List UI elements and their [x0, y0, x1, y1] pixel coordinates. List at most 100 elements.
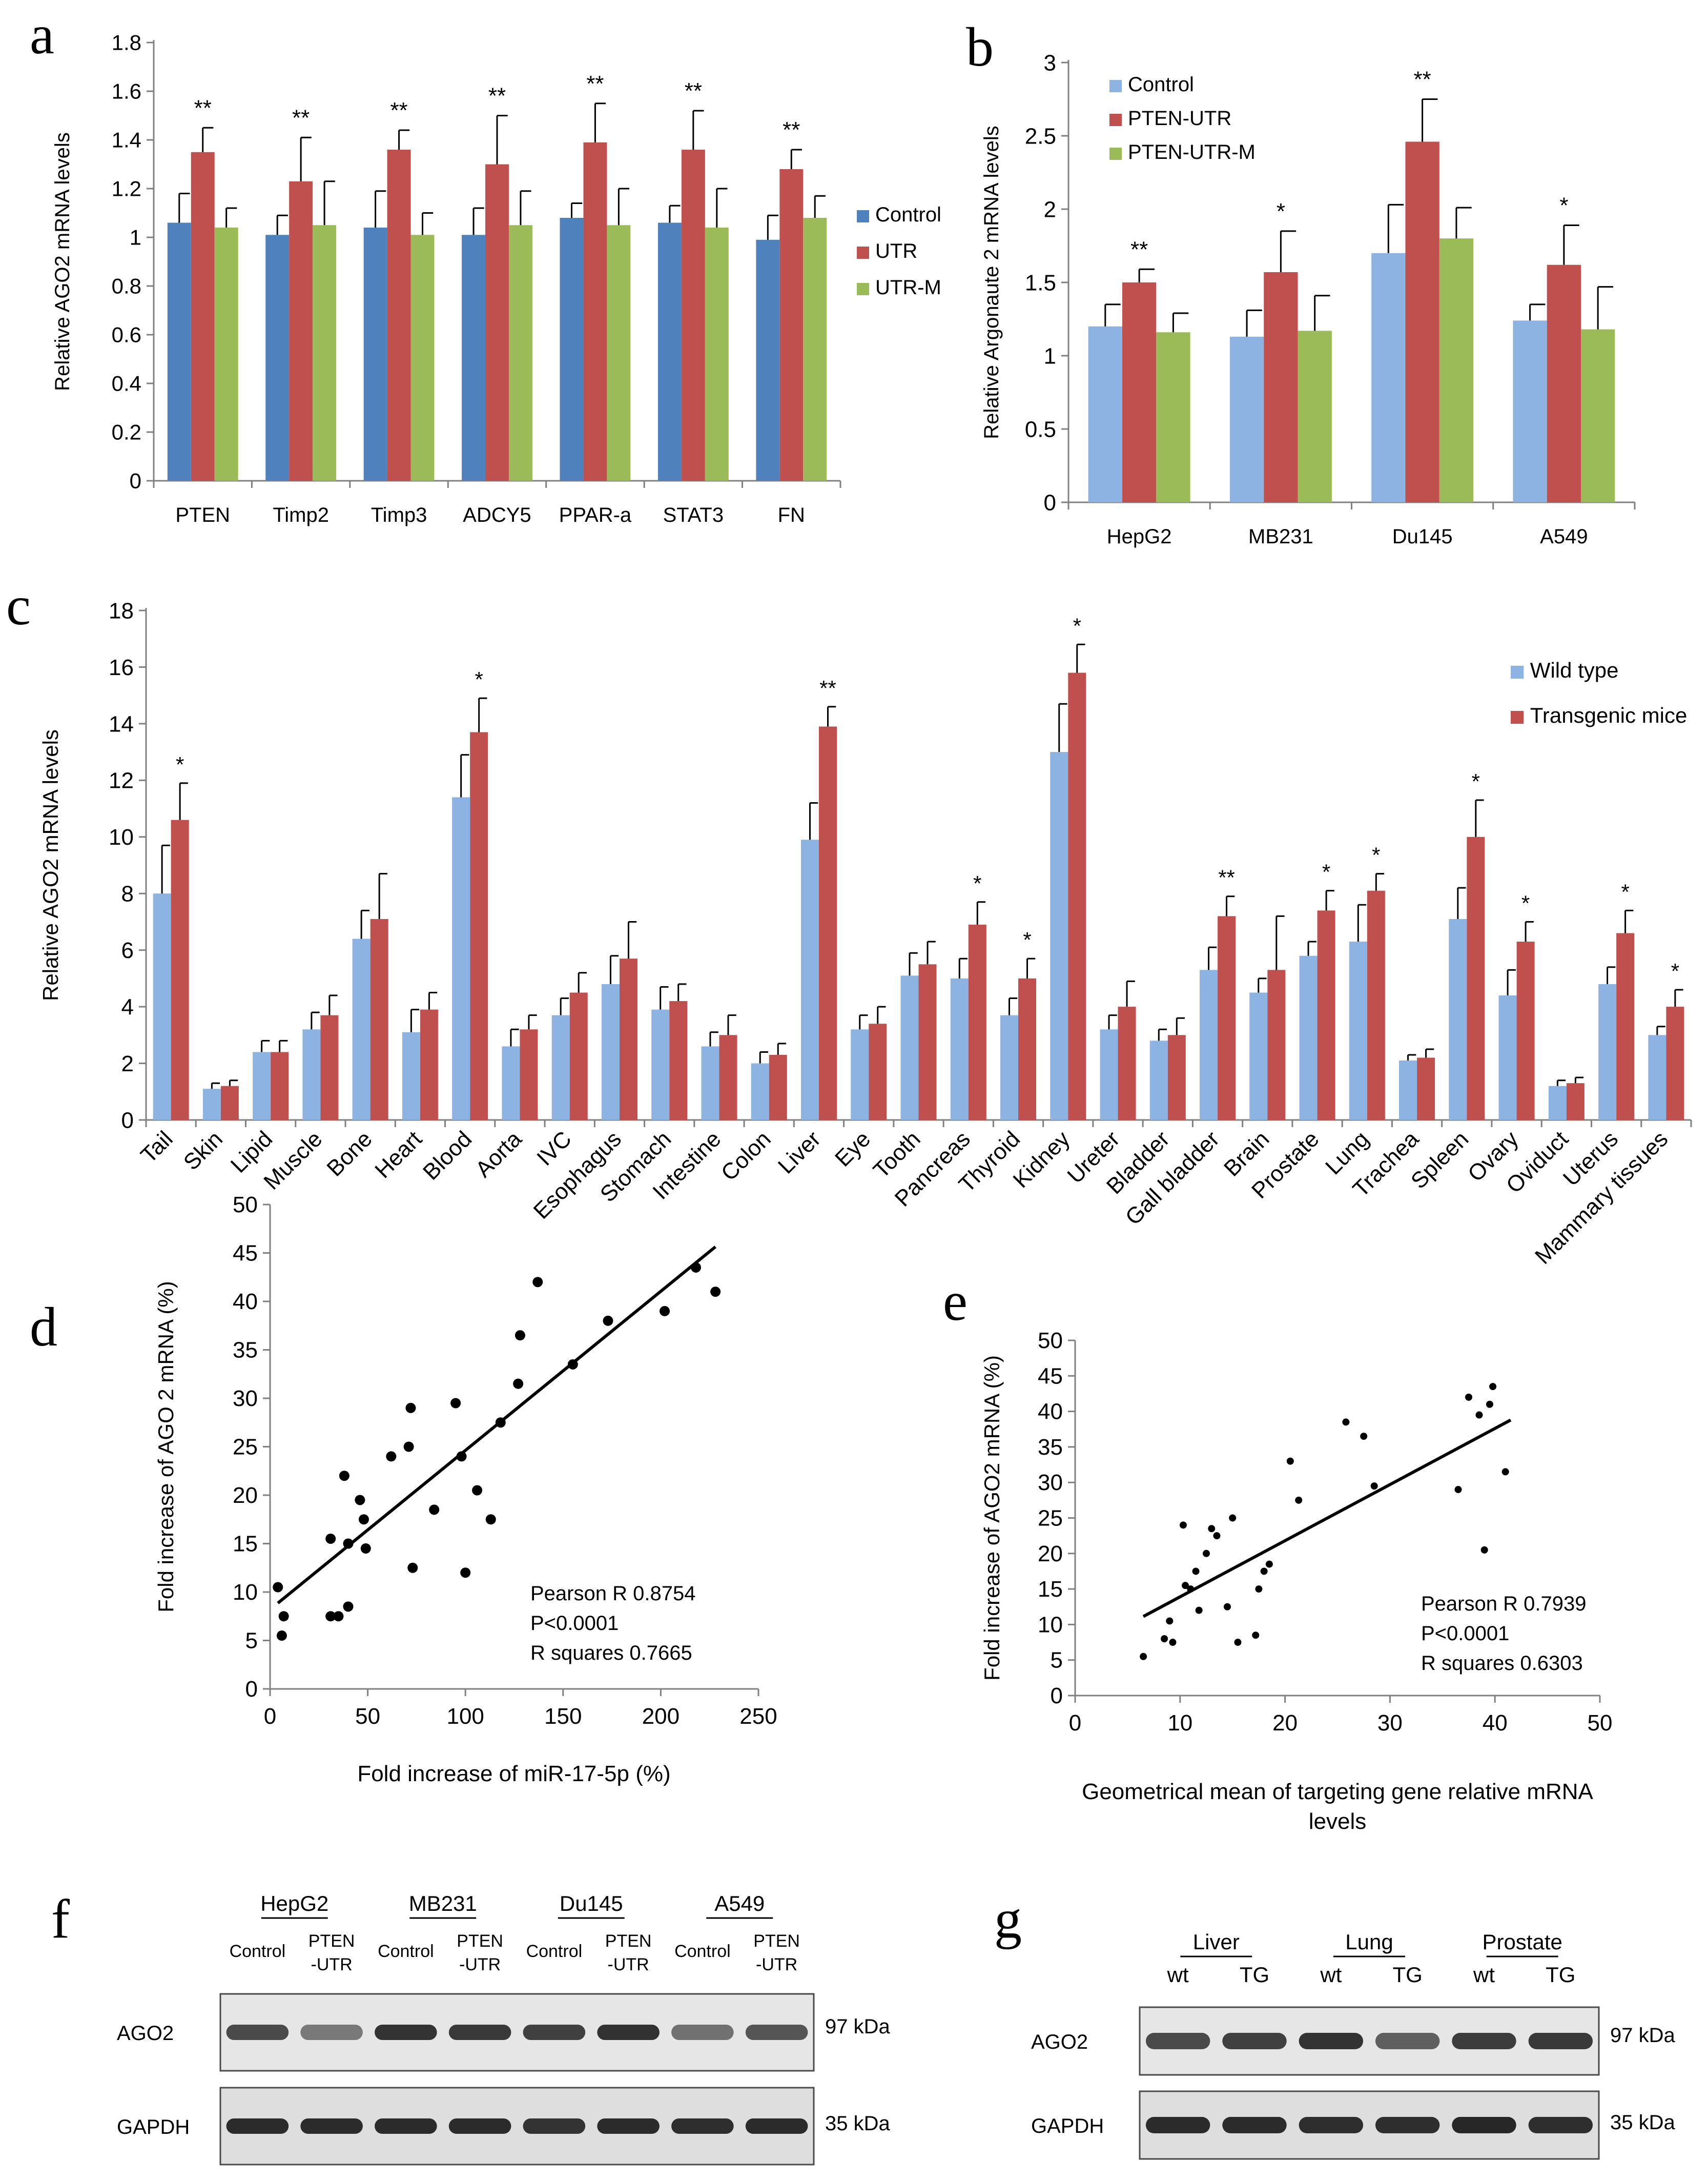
y-tick-label: 30 [233, 1386, 258, 1411]
bar [1547, 264, 1581, 502]
bar [1229, 336, 1264, 502]
blot-band [1452, 2117, 1516, 2133]
blot-lane-label: -UTR [608, 1955, 649, 1974]
bar [485, 164, 509, 481]
legend-label: Control [875, 203, 941, 226]
bar [508, 225, 532, 481]
category-label: Liver [773, 1126, 826, 1178]
blot-g: AGO2 97 kDa GAPDH 35 kDa Liver Lung Prostate wt… [1031, 1930, 1675, 2160]
significance-marker: ** [685, 78, 702, 104]
bar [253, 1052, 271, 1120]
category-label: Bone [322, 1126, 377, 1181]
legend-label: Transgenic mice [1530, 703, 1688, 727]
bar [167, 222, 191, 481]
blot-lane-label: PTEN [308, 1931, 355, 1951]
x-tick-label: 30 [1377, 1710, 1403, 1736]
data-point [360, 1543, 371, 1554]
significance-marker: * [1372, 843, 1380, 867]
y-axis-label: Relative AGO2 mRNA levels [51, 132, 74, 391]
x-tick-label: 20 [1272, 1710, 1298, 1736]
data-point [532, 1277, 543, 1288]
blot-lane-label: Control [526, 1942, 583, 1961]
significance-marker: * [1671, 959, 1679, 983]
blot-group-label: Liver [1193, 1930, 1240, 1954]
bar [1299, 955, 1318, 1120]
bar [657, 222, 682, 481]
data-point [1203, 1549, 1210, 1557]
bar [1513, 320, 1547, 502]
category-label: Kidney [1009, 1126, 1075, 1193]
molecular-weight-label: 35 kDa [825, 2112, 890, 2135]
y-tick-label: 0 [1051, 1683, 1063, 1708]
blot-lane-label: TG [1393, 1963, 1423, 1987]
blot-row-label: AGO2 [1031, 2031, 1088, 2053]
panel-label-e: e [943, 1271, 968, 1332]
legend-swatch [1109, 80, 1122, 92]
category-label: Tail [136, 1126, 177, 1168]
bar [1267, 970, 1286, 1120]
chart-b: 0 0.5 1 1.5 2 2.5 3 ** HepG2 * MB231 ** Du145 * A549 Re… [980, 50, 1636, 548]
bar [756, 239, 780, 481]
y-tick-label: 30 [1038, 1470, 1063, 1495]
significance-marker: ** [390, 98, 407, 123]
x-tick-label: 0 [264, 1704, 276, 1729]
blot-row-label: GAPDH [117, 2116, 190, 2138]
data-point [450, 1398, 461, 1409]
y-tick-label: 0.6 [112, 323, 141, 347]
panel-label-c: c [6, 576, 31, 637]
bar [669, 1001, 688, 1120]
blot-band [671, 2118, 734, 2134]
significance-marker: ** [292, 105, 310, 130]
bar [271, 1052, 289, 1120]
bar [1399, 1061, 1417, 1120]
legend-swatch [1511, 710, 1524, 724]
bar [1088, 326, 1122, 502]
bar [420, 1009, 438, 1120]
molecular-weight-label: 97 kDa [1610, 2024, 1675, 2047]
bar [1566, 1083, 1584, 1120]
blot-lane-label: -UTR [311, 1955, 353, 1974]
bar [220, 1086, 239, 1120]
y-tick-label: 8 [121, 882, 134, 907]
chart-e: 0 5 10 15 20 25 30 35 40 45 50 0 10 20 30 40 50 Pearson R… [980, 1328, 1612, 1834]
y-tick-label: 45 [1038, 1363, 1063, 1389]
data-point [1182, 1582, 1189, 1589]
y-tick-label: 0 [121, 1108, 134, 1133]
panel-label-b: b [966, 17, 994, 78]
y-tick-label: 1.8 [112, 31, 141, 55]
panel-label-d: d [30, 1297, 57, 1358]
y-tick-label: 20 [233, 1483, 258, 1508]
blot-band [375, 2025, 437, 2040]
bar [1648, 1035, 1666, 1120]
data-point [1161, 1635, 1168, 1643]
blot-group-label: Lung [1345, 1930, 1393, 1954]
bar [1439, 238, 1474, 502]
data-point [1223, 1603, 1231, 1610]
category-label: Skin [179, 1126, 228, 1175]
blot-lane-label: wt [1473, 1963, 1495, 1987]
bar [769, 1054, 787, 1120]
bar [214, 228, 238, 481]
bar [452, 797, 470, 1120]
chart-d: 0 5 10 15 20 25 30 35 40 45 50 0 50 100 150 200 250 Pears… [154, 1192, 777, 1786]
chart-a: 0 0.2 0.4 0.6 0.8 1 1.2 1.4 1.6 1.8 ** PTEN ** Timp2 *… [51, 31, 941, 526]
blot-band [1452, 2033, 1516, 2049]
y-tick-label: 5 [1051, 1648, 1063, 1673]
data-point [1342, 1418, 1350, 1426]
data-point [515, 1330, 525, 1341]
bar [1050, 752, 1068, 1120]
bar [607, 225, 631, 481]
bar [410, 235, 435, 481]
y-tick-label: 10 [109, 825, 134, 850]
data-point [1140, 1653, 1147, 1660]
bar [560, 218, 584, 481]
data-point [1475, 1411, 1483, 1419]
blot-f: AGO2 97 kDa GAPDH 35 kDa HepG2 MB231 Du145 A549… [117, 1891, 890, 2166]
legend-swatch [857, 210, 869, 222]
blot-band [1375, 2033, 1440, 2049]
blot-band [1222, 2117, 1287, 2133]
data-point [1286, 1457, 1294, 1465]
category-label: HepG2 [1107, 525, 1172, 548]
legend-swatch [1109, 148, 1122, 160]
